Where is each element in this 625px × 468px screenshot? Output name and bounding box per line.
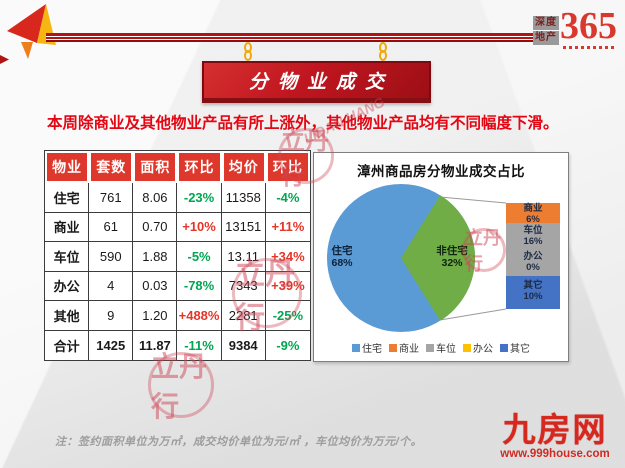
price-cell: 11358 [221,183,266,213]
area-cell: 1.88 [133,242,178,272]
area-mom-cell: -23% [177,183,222,213]
site-url[interactable]: www.999house.com [500,448,610,460]
breakout-bar [506,203,560,309]
section-banner: 分物业成交 [202,61,431,103]
property-cell: 办公 [45,271,90,301]
bar-segment-commercial [506,203,560,223]
area-cell: 11.87 [133,330,178,360]
area-cell: 0.70 [133,212,178,242]
legend-swatch [389,343,397,352]
table-header-row: 物业 套数 面积 环比 均价 环比 [45,151,310,183]
legend-swatch [463,343,471,352]
header-property: 物业 [45,151,90,183]
logo-number: 365 [560,5,617,47]
property-cell: 商业 [45,212,90,242]
area-mom-cell: -11% [177,330,222,360]
price-mom-cell: +11% [265,212,310,242]
table-row: 住宅 761 8.06 -23% 11358 -4% [45,183,310,213]
units-cell: 590 [89,242,134,272]
price-mom-cell: -9% [265,330,310,360]
header-price: 均价 [221,151,266,183]
bar-segment-other [506,275,560,309]
legend-swatch [500,343,508,352]
horizontal-rule [46,33,535,42]
area-mom-cell: -5% [177,242,222,272]
chart-title: 漳州商品房分物业成交占比 [357,164,525,179]
units-cell: 4 [89,271,134,301]
units-cell: 761 [89,183,134,213]
price-cell: 7343 [221,271,266,301]
bar-label-other: 其它 10% [523,280,543,302]
legend-swatch [352,343,360,352]
property-cell: 住宅 [45,183,90,213]
header-price-mom: 环比 [265,151,310,183]
bar-segment-parking [506,222,560,276]
table-row: 车位 590 1.88 -5% 13.11 +34% [45,242,310,272]
price-cell: 13151 [221,212,266,242]
legend-item: 其它 [500,340,530,355]
legend-swatch [426,343,434,352]
area-cell: 0.03 [133,271,178,301]
units-cell: 9 [89,301,134,331]
shendu-dichan-365-logo: 深度 地产 365 [533,6,621,52]
section-banner-title: 分物业成交 [248,72,394,93]
chart-panel: 漳州商品房分物业成交占比 住宅 68% 非住宅 32% 商业 6% 车位 1 [313,152,569,362]
table-row: 商业 61 0.70 +10% 13151 +11% [45,212,310,242]
site-name[interactable]: 九房网 [502,411,608,448]
bar-label-commercial: 商业 6% [523,203,543,225]
area-mom-cell: +488% [177,301,222,331]
area-cell: 1.20 [133,301,178,331]
header-area-mom: 环比 [177,151,222,183]
summary-text: 本周除商业及其他物业产品有所上涨外，其他物业产品均有不同幅度下滑。 [47,115,559,132]
pie-label-residential: 住宅 68% [331,245,353,269]
price-mom-cell: -25% [265,301,310,331]
pie-slice-non-residential [401,195,476,321]
bar-label-parking: 车位 16% [523,225,543,247]
chain-link-left-icon [243,42,253,68]
chain-link-right-icon [378,42,388,68]
logo-tagline-dots [563,46,617,49]
chart-legend: 住宅 商业 车位 办公 其它 [314,340,568,355]
bar-label-office: 办公 0% [523,251,543,273]
units-cell: 61 [89,212,134,242]
property-cell: 车位 [45,242,90,272]
area-mom-cell: +10% [177,212,222,242]
price-cell: 9384 [221,330,266,360]
legend-item: 商业 [389,340,419,355]
watermark-stamp: 立丹行 [148,351,214,422]
pie-of-pie-chart [327,184,507,332]
property-cell: 合计 [45,330,90,360]
table-row: 其他 9 1.20 +488% 2281 -25% [45,301,310,331]
logo-word-bottom: 地产 [533,31,559,45]
edge-accent [0,55,9,64]
property-table: 物业 套数 面积 环比 均价 环比 住宅 761 8.06 -23% 11358… [44,150,311,361]
header-units: 套数 [89,151,134,183]
legend-item: 住宅 [352,340,382,355]
site-logo[interactable]: 九房网 www.999house.com [491,411,619,461]
legend-item: 车位 [426,340,456,355]
header-area: 面积 [133,151,178,183]
units-cell: 1425 [89,330,134,360]
price-cell: 2281 [221,301,266,331]
legend-item: 办公 [463,340,493,355]
property-cell: 其他 [45,301,90,331]
price-mom-cell: +39% [265,271,310,301]
price-cell: 13.11 [221,242,266,272]
footnote: 注：签约面积单位为万㎡，成交均价单位为元/㎡ ，车位均价为万元/个。 [55,436,423,448]
table-total-row: 合计 1425 11.87 -11% 9384 -9% [45,330,310,360]
area-mom-cell: -78% [177,271,222,301]
pie-label-non-residential: 非住宅 32% [436,245,468,269]
logo-word-top: 深度 [533,16,559,30]
price-mom-cell: +34% [265,242,310,272]
table-row: 办公 4 0.03 -78% 7343 +39% [45,271,310,301]
price-mom-cell: -4% [265,183,310,213]
area-cell: 8.06 [133,183,178,213]
